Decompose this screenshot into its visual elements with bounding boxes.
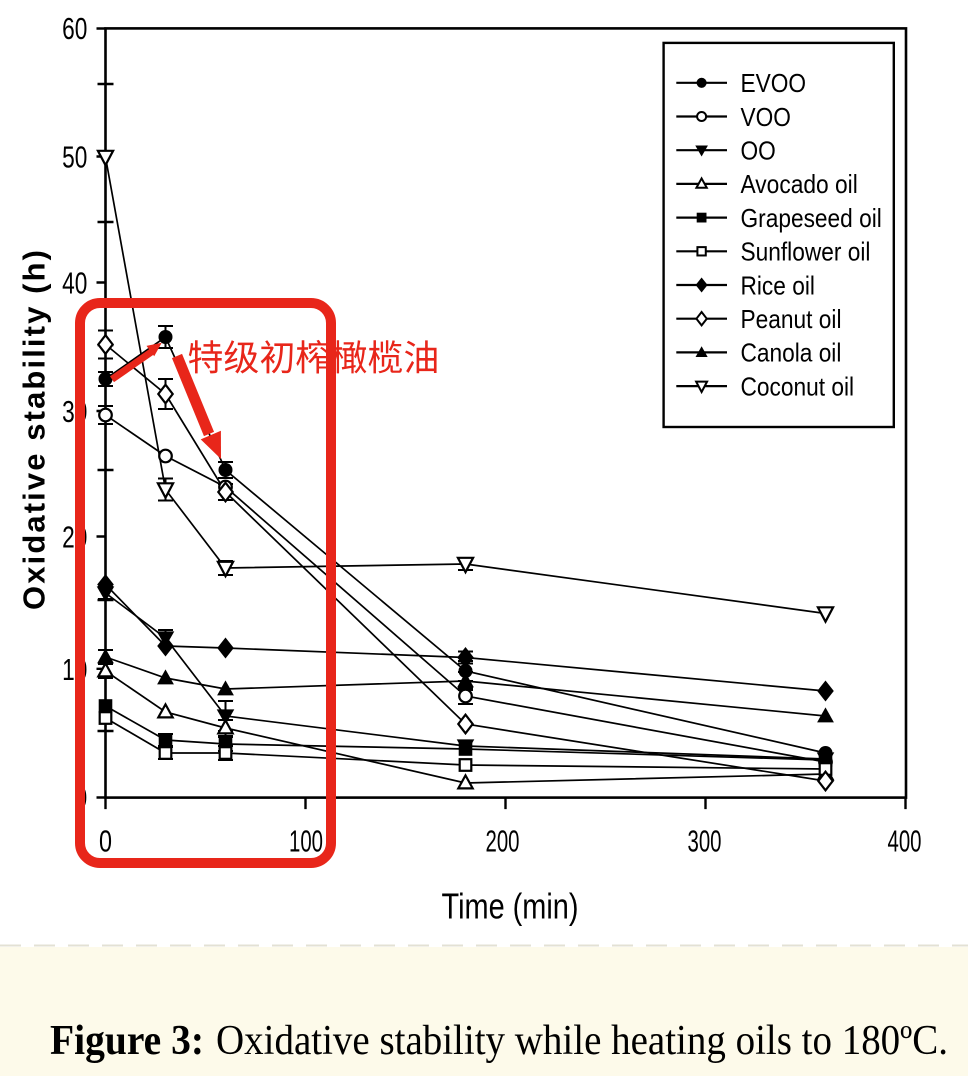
- svg-text:Coconut oil: Coconut oil: [741, 371, 855, 401]
- svg-text:Oxidative stability while heat: Oxidative stability while heating oils t…: [216, 1018, 948, 1064]
- svg-text:Oxidative stability (h): Oxidative stability (h): [17, 250, 52, 610]
- svg-text:Peanut oil: Peanut oil: [741, 304, 842, 334]
- svg-text:Canola oil: Canola oil: [741, 338, 842, 368]
- svg-text:EVOO: EVOO: [741, 68, 807, 98]
- svg-text:Rice oil: Rice oil: [741, 270, 815, 300]
- svg-text:0: 0: [99, 824, 112, 859]
- svg-text:300: 300: [688, 824, 722, 859]
- svg-text:40: 40: [62, 266, 87, 301]
- svg-text:VOO: VOO: [741, 102, 791, 132]
- svg-text:100: 100: [289, 824, 323, 859]
- svg-text:Grapeseed oil: Grapeseed oil: [741, 203, 882, 233]
- svg-text:50: 50: [62, 140, 87, 175]
- svg-text:200: 200: [486, 824, 520, 859]
- svg-text:OO: OO: [741, 136, 776, 166]
- svg-text:60: 60: [62, 11, 87, 46]
- svg-text:Figure 3:: Figure 3:: [50, 1018, 204, 1064]
- svg-text:Sunflower oil: Sunflower oil: [741, 237, 871, 267]
- svg-text:Time (min): Time (min): [442, 886, 579, 927]
- svg-text:400: 400: [888, 824, 922, 859]
- svg-text:Avocado oil: Avocado oil: [741, 169, 858, 199]
